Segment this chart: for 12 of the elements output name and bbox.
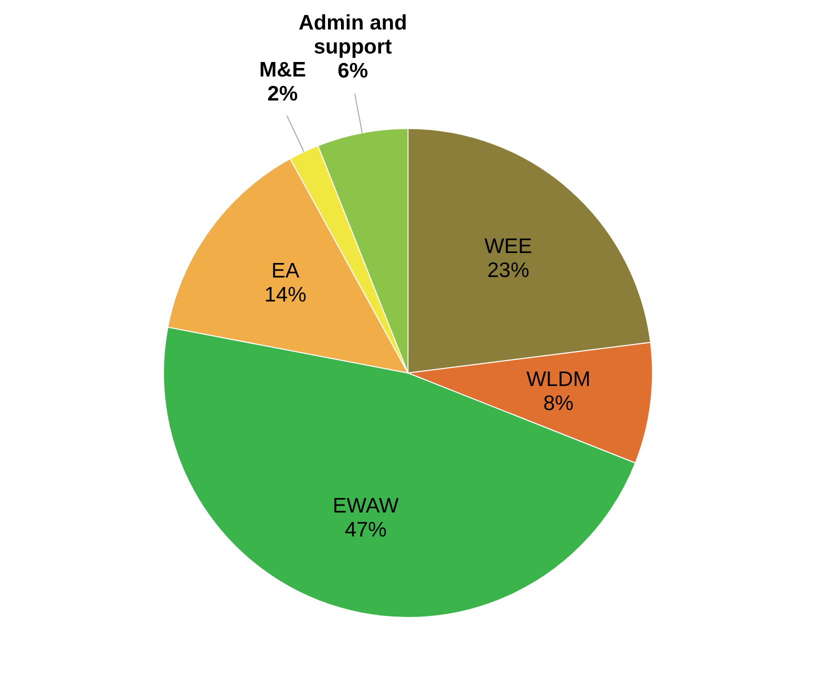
data-label: 47% [344,518,387,542]
data-label: 6% [338,60,368,83]
data-label: 2% [267,82,298,106]
slice-label: WEE [484,235,532,258]
data-label: 8% [543,392,574,415]
slice-label: WLDM [526,368,590,391]
slice-label: EWAW [332,494,399,518]
slice-label: M&E [259,58,306,82]
data-label: 14% [264,284,306,307]
data-label: 23% [487,259,530,282]
slice-label: EA [271,260,300,283]
slice-label: Admin and support [298,12,408,59]
